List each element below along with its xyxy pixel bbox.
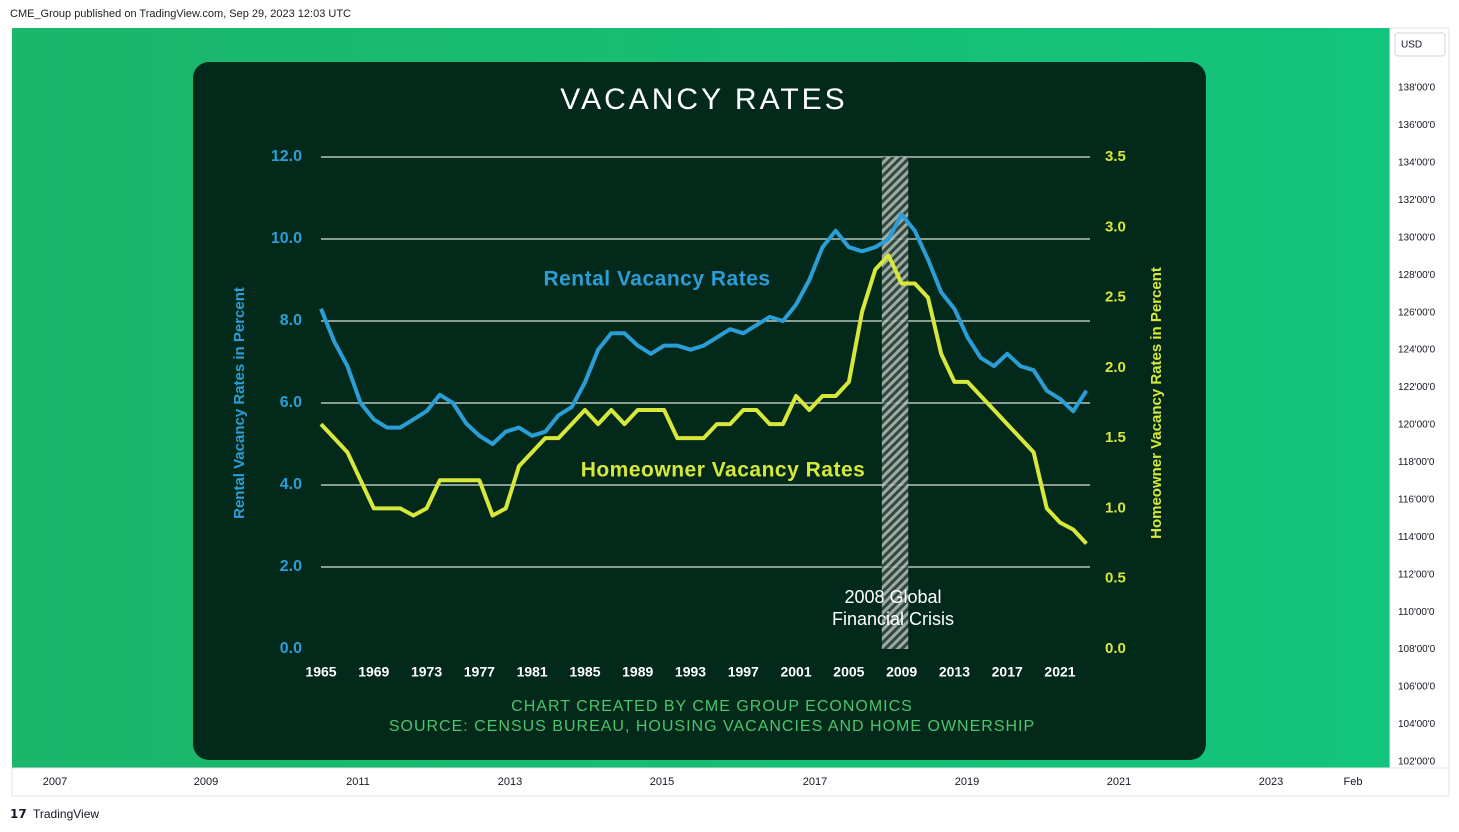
chart-title: VACANCY RATES: [560, 83, 847, 116]
x-tick-label: 2001: [780, 664, 811, 680]
price-label: 132'00'0: [1398, 195, 1436, 206]
price-label: 104'00'0: [1398, 719, 1436, 730]
x-tick-label: 1993: [675, 664, 706, 680]
y-tick-label: 4.0: [280, 476, 302, 493]
y-axis-label: Rental Vacancy Rates in Percent: [231, 287, 248, 519]
time-label: 2007: [43, 776, 67, 788]
currency-label: USD: [1401, 40, 1422, 51]
crisis-label: 2008 Global: [844, 587, 941, 607]
x-tick-label: 2009: [886, 664, 917, 680]
y2-tick-label: 1.5: [1105, 429, 1126, 446]
y-tick-label: 6.0: [280, 394, 302, 411]
y-tick-label: 0.0: [280, 640, 302, 657]
y2-axis-label: Homeowner Vacancy Rates in Percent: [1148, 267, 1165, 539]
y-tick-label: 8.0: [280, 312, 302, 329]
x-tick-label: 2021: [1044, 664, 1075, 680]
price-label: 108'00'0: [1398, 644, 1436, 655]
price-label: 136'00'0: [1398, 120, 1436, 131]
price-label: 106'00'0: [1398, 682, 1436, 693]
y2-tick-label: 0.0: [1105, 640, 1126, 657]
y-tick-label: 12.0: [271, 148, 302, 165]
y2-tick-label: 3.0: [1105, 218, 1126, 235]
time-label: 2011: [346, 776, 370, 788]
series-line: [319, 212, 1089, 446]
y2-tick-label: 2.5: [1105, 289, 1126, 306]
brand[interactable]: TradingView: [33, 807, 99, 821]
price-label: 126'00'0: [1398, 307, 1436, 318]
x-tick-label: 1973: [411, 664, 442, 680]
price-label: 134'00'0: [1398, 158, 1436, 169]
publish-header: CME_Group published on TradingView.com, …: [10, 8, 351, 20]
legend-label: Homeowner Vacancy Rates: [581, 459, 866, 482]
time-label: Feb: [1344, 776, 1363, 788]
y2-tick-label: 1.0: [1105, 499, 1126, 516]
price-label: 138'00'0: [1398, 83, 1436, 94]
credit: SOURCE: CENSUS BUREAU, HOUSING VACANCIES…: [389, 718, 1035, 735]
price-label: 124'00'0: [1398, 345, 1436, 356]
series-line: [319, 253, 1088, 545]
time-label: 2023: [1259, 776, 1283, 788]
price-label: 128'00'0: [1398, 270, 1436, 281]
crisis-label: Financial Crisis: [832, 609, 954, 629]
time-label: 2009: [194, 776, 218, 788]
x-tick-label: 1989: [622, 664, 653, 680]
time-label: 2019: [955, 776, 979, 788]
currency-button[interactable]: [1394, 32, 1446, 57]
price-axis: [1389, 27, 1450, 769]
price-label: 122'00'0: [1398, 382, 1436, 393]
price-label: 114'00'0: [1398, 532, 1435, 543]
x-tick-label: 2005: [833, 664, 864, 680]
price-label: 116'00'0: [1398, 494, 1435, 505]
x-tick-label: 1981: [517, 664, 548, 680]
x-tick-label: 2013: [939, 664, 970, 680]
chart-panel: [193, 62, 1206, 760]
x-tick-label: 1969: [358, 664, 389, 680]
time-label: 2015: [650, 776, 674, 788]
time-label: 2013: [498, 776, 522, 788]
price-label: 102'00'0: [1398, 757, 1436, 768]
time-axis: [11, 767, 1450, 797]
x-tick-label: 1985: [569, 664, 600, 680]
price-label: 110'00'0: [1398, 607, 1435, 618]
x-tick-label: 1965: [305, 664, 336, 680]
price-label: 120'00'0: [1398, 420, 1436, 431]
y2-tick-label: 3.5: [1105, 148, 1126, 165]
price-label: 112'00'0: [1398, 569, 1435, 580]
y2-tick-label: 0.5: [1105, 570, 1126, 587]
price-label: 118'00'0: [1398, 457, 1435, 468]
time-label: 2021: [1107, 776, 1131, 788]
x-tick-label: 1977: [464, 664, 495, 680]
x-tick-label: 1997: [728, 664, 759, 680]
y-tick-label: 2.0: [280, 558, 302, 575]
credit: CHART CREATED BY CME GROUP ECONOMICS: [511, 698, 913, 715]
legend-label: Rental Vacancy Rates: [543, 268, 770, 291]
y-tick-label: 10.0: [271, 230, 302, 247]
y2-tick-label: 2.0: [1105, 359, 1126, 376]
price-label: 130'00'0: [1398, 232, 1436, 243]
x-tick-label: 2017: [992, 664, 1023, 680]
time-label: 2017: [803, 776, 827, 788]
logo-mark: 𝟭𝟳: [10, 807, 27, 821]
